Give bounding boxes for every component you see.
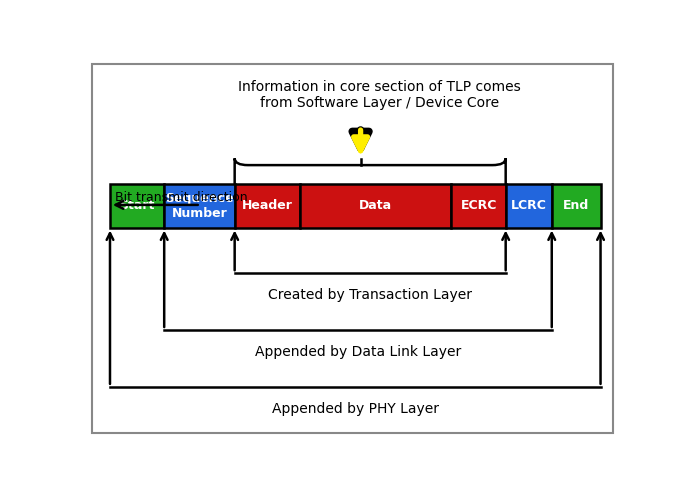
Text: End: End bbox=[563, 199, 589, 213]
Text: Bit transmit direction: Bit transmit direction bbox=[116, 191, 248, 204]
Text: Header: Header bbox=[241, 199, 292, 213]
Text: Information in core section of TLP comes
from Software Layer / Device Core: Information in core section of TLP comes… bbox=[238, 80, 521, 110]
Bar bbox=[451, 184, 506, 228]
Bar bbox=[235, 184, 300, 228]
Text: Data: Data bbox=[359, 199, 392, 213]
Bar bbox=[552, 184, 601, 228]
Bar bbox=[110, 184, 164, 228]
FancyBboxPatch shape bbox=[92, 63, 613, 433]
Bar bbox=[164, 184, 235, 228]
Bar bbox=[506, 184, 552, 228]
Bar bbox=[300, 184, 451, 228]
Text: Sequence
Number: Sequence Number bbox=[165, 192, 234, 220]
Text: LCRC: LCRC bbox=[510, 199, 547, 213]
Text: ECRC: ECRC bbox=[460, 199, 497, 213]
Text: Created by Transaction Layer: Created by Transaction Layer bbox=[268, 288, 472, 302]
Text: Appended by PHY Layer: Appended by PHY Layer bbox=[272, 402, 439, 416]
Text: Appended by Data Link Layer: Appended by Data Link Layer bbox=[255, 345, 461, 359]
Text: Start: Start bbox=[120, 199, 155, 213]
